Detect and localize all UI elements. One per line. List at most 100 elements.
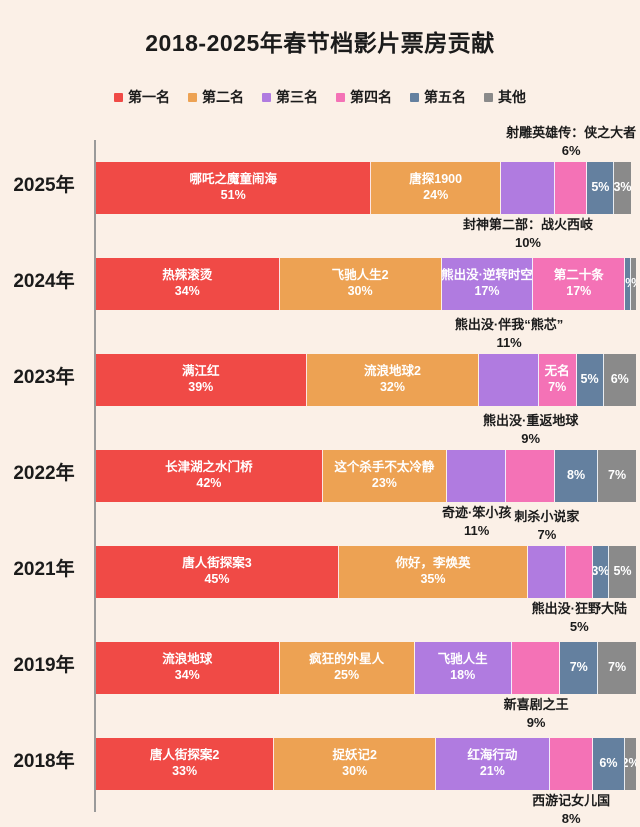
- bar-segment[interactable]: 3%: [614, 162, 631, 214]
- page-title: 2018-2025年春节档影片票房贡献: [145, 30, 495, 56]
- bar-segment[interactable]: 流浪地球2 32%: [306, 354, 480, 406]
- segment-value-label: 33%: [172, 764, 198, 778]
- legend-item[interactable]: 第三名: [262, 90, 318, 104]
- bar-segment[interactable]: 热辣滚烫 34%: [96, 258, 280, 310]
- bar-segment[interactable]: 1%: [630, 258, 636, 310]
- year-axis-label: 2021年: [13, 559, 75, 580]
- bar-segment[interactable]: [479, 354, 539, 406]
- bar-segment[interactable]: 6%: [592, 738, 626, 790]
- bar-segment[interactable]: 疯狂的外星人 25%: [279, 642, 415, 694]
- segment-value-label: 51%: [220, 188, 246, 202]
- bar-segment[interactable]: 唐探1900 24%: [371, 162, 501, 214]
- segment-value-label: 1%: [631, 276, 636, 292]
- legend-item[interactable]: 第一名: [114, 90, 170, 104]
- legend-item[interactable]: 第五名: [410, 90, 466, 104]
- segment-movie-name: 捉妖记2: [332, 748, 377, 763]
- segment-value-label: 39%: [188, 380, 214, 394]
- segment-movie-name: 无名: [544, 364, 570, 379]
- year-axis-label: 2023年: [13, 367, 75, 388]
- bar-segment[interactable]: 长津湖之水门桥 42%: [96, 450, 323, 502]
- chart-legend: 第一名 第二名 第三名 第四名 第五名 其他: [0, 90, 640, 104]
- bar-segment[interactable]: 1%: [625, 258, 631, 310]
- year-axis-label: 2025年: [13, 175, 75, 196]
- segment-movie-name: 你好，李焕英: [395, 556, 471, 571]
- bar-segment[interactable]: [511, 642, 561, 694]
- bar-segment[interactable]: 捉妖记2 30%: [274, 738, 437, 790]
- bar-segment[interactable]: [506, 450, 555, 502]
- segment-callout: 刺杀小说家 7%: [514, 508, 579, 543]
- bar-segment[interactable]: 3%: [592, 546, 609, 598]
- bar-segment[interactable]: [446, 450, 507, 502]
- bar-segment[interactable]: [554, 162, 588, 214]
- legend-item[interactable]: 其他: [484, 90, 526, 104]
- segment-value-label: 5%: [580, 372, 599, 387]
- bar-segment[interactable]: 哪吒之魔童闹海 51%: [96, 162, 372, 214]
- bar-segment[interactable]: 飞驰人生2 30%: [279, 258, 442, 310]
- stacked-bar: 满江红 39% 流浪地球2 32% 无名 7% 5% 6%: [96, 354, 636, 406]
- bar-segment[interactable]: 流浪地球 34%: [96, 642, 280, 694]
- segment-movie-name: 满江红: [182, 364, 220, 379]
- segment-value-label: 34%: [174, 284, 200, 298]
- bar-segment[interactable]: 无名 7%: [538, 354, 577, 406]
- bar-segment[interactable]: 6%: [603, 354, 636, 406]
- segment-value-label: 3%: [593, 564, 609, 579]
- bar-row: 2022年 奇迹·笨小孩 11% 熊出没·重返地球 9% 长津湖之水门桥 42% 这个杀手不太…: [13, 413, 636, 538]
- bar-row: 2025年 封神第二部：战火西岐 10% 射雕英雄传：侠之大者 6% 哪吒之魔童闹海 51%…: [13, 125, 636, 250]
- segment-callout: 西游记女儿国 8%: [532, 792, 610, 827]
- callout-movie-name: 西游记女儿国: [532, 793, 611, 808]
- stacked-bar: 长津湖之水门桥 42% 这个杀手不太冷静 23% 8% 7%: [96, 450, 636, 502]
- segment-value-label: 17%: [566, 284, 592, 298]
- bar-segment[interactable]: [528, 546, 566, 598]
- callout-movie-name: 熊出没·重返地球: [483, 413, 579, 428]
- segment-value-label: 8%: [567, 468, 586, 483]
- legend-swatch-icon: [484, 92, 493, 102]
- segment-movie-name: 唐人街探案2: [149, 748, 220, 763]
- segment-value-label: 17%: [474, 284, 500, 298]
- bar-segment[interactable]: [549, 738, 593, 790]
- stacked-bar: 哪吒之魔童闹海 51% 唐探1900 24% 5% 3%: [96, 162, 636, 214]
- bar-row: 2019年 新喜剧之王 9% 流浪地球 34% 疯狂的外星人 25% 飞驰人生 18% 7% 7%: [13, 620, 636, 730]
- bar-segment[interactable]: 7%: [598, 642, 636, 694]
- bar-segment[interactable]: 5%: [587, 162, 615, 214]
- stacked-bar: 流浪地球 34% 疯狂的外星人 25% 飞驰人生 18% 7% 7%: [96, 642, 636, 694]
- bar-segment[interactable]: 满江红 39%: [96, 354, 307, 406]
- y-axis-line: [94, 140, 96, 812]
- bar-segment[interactable]: 5%: [608, 546, 636, 598]
- bar-segment[interactable]: 你好，李焕英 35%: [339, 546, 528, 598]
- bar-segment[interactable]: 唐人街探案3 45%: [96, 546, 339, 598]
- bar-segment[interactable]: 第二十条 17%: [533, 258, 626, 310]
- segment-callout: 射雕英雄传：侠之大者 6%: [506, 124, 636, 159]
- segment-value-label: 35%: [420, 572, 446, 586]
- bar-segment[interactable]: 8%: [554, 450, 599, 502]
- bar-segment[interactable]: 7%: [560, 642, 599, 694]
- year-axis-label: 2018年: [13, 751, 75, 772]
- bar-segment[interactable]: 7%: [598, 450, 636, 502]
- callout-movie-name: 新喜剧之王: [503, 697, 569, 712]
- segment-callout: 封神第二部：战火西岐 10%: [463, 216, 593, 251]
- bar-segment[interactable]: 2%: [625, 738, 636, 790]
- bar-segment[interactable]: 这个杀手不太冷静 23%: [322, 450, 447, 502]
- bar-segment[interactable]: [565, 546, 593, 598]
- bar-segment[interactable]: 唐人街探案2 33%: [96, 738, 275, 790]
- segment-value-label: 5%: [613, 564, 632, 579]
- segment-value-label: 5%: [591, 180, 610, 195]
- bar-segment[interactable]: [500, 162, 555, 214]
- bar-segment[interactable]: 红海行动 21%: [436, 738, 550, 790]
- legend-item[interactable]: 第二名: [188, 90, 244, 104]
- bar-segment[interactable]: 5%: [576, 354, 604, 406]
- legend-label: 第一名: [128, 89, 170, 105]
- legend-swatch-icon: [262, 92, 271, 102]
- legend-item[interactable]: 第四名: [336, 90, 392, 104]
- segment-value-label: 6%: [599, 756, 618, 771]
- bar-segment[interactable]: 飞驰人生 18%: [414, 642, 512, 694]
- segment-value-label: 32%: [379, 380, 405, 394]
- legend-label: 第四名: [350, 89, 392, 105]
- bar-segment[interactable]: 熊出没·逆转时空 17%: [441, 258, 534, 310]
- segment-movie-name: 疯狂的外星人: [309, 652, 385, 667]
- segment-value-label: 25%: [334, 668, 360, 682]
- segment-value-label: 7%: [608, 660, 627, 675]
- segment-value-label: 1%: [625, 276, 629, 292]
- segment-value-label: 3%: [614, 180, 631, 195]
